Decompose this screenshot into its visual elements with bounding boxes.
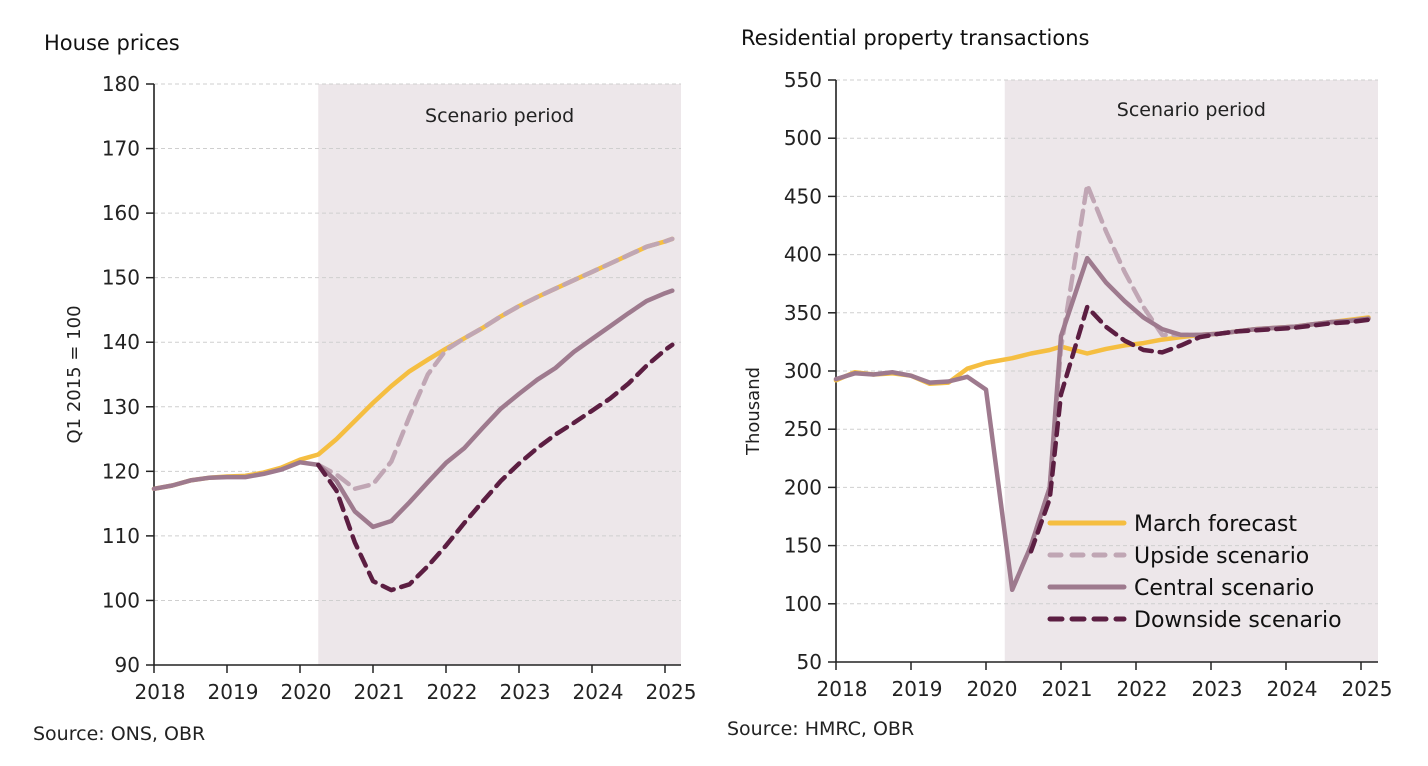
y-tick-label: 350 xyxy=(784,301,822,325)
legend-label-central: Central scenario xyxy=(1134,576,1314,601)
source-note: Source: ONS, OBR xyxy=(33,723,205,745)
house-prices-chart: House prices Scenario period 90 100 110 120 13… xyxy=(33,31,696,745)
series-line-central xyxy=(151,288,675,530)
series-line-upside xyxy=(316,236,675,492)
y-tick-label: 90 xyxy=(115,653,140,677)
legend: March forecast Upside scenario Central sce… xyxy=(1047,512,1342,633)
x-tick-label: 2025 xyxy=(1342,677,1393,701)
y-axis-label: Thousand xyxy=(743,367,764,456)
transactions-chart: Residential property transactions Scenari… xyxy=(727,26,1392,740)
y-tick-label: 160 xyxy=(102,201,140,225)
y-tick-label: 500 xyxy=(784,126,822,150)
series-line-downside xyxy=(1028,304,1371,554)
x-tick-label: 2023 xyxy=(500,680,551,704)
y-tick-label: 130 xyxy=(102,395,140,419)
y-tick-label: 150 xyxy=(102,266,140,290)
y-tick-label: 400 xyxy=(784,243,822,267)
y-tick-label: 120 xyxy=(102,459,140,483)
source-note: Source: HMRC, OBR xyxy=(727,718,914,740)
y-tick-label: 50 xyxy=(797,650,822,674)
chart-title: House prices xyxy=(44,31,180,55)
y-tick-label: 170 xyxy=(102,137,140,161)
y-tick-label: 100 xyxy=(784,592,822,616)
x-tick-label: 2018 xyxy=(817,677,868,701)
scenario-period-label: Scenario period xyxy=(425,105,574,127)
y-axis-label: Q1 2015 = 100 xyxy=(64,305,85,443)
y-tick-label: 150 xyxy=(784,534,822,558)
chart-title: Residential property transactions xyxy=(741,26,1090,50)
y-tick-label: 180 xyxy=(102,72,140,96)
x-tick-label: 2025 xyxy=(646,680,697,704)
x-tick-label: 2021 xyxy=(1042,677,1093,701)
x-tick-label: 2020 xyxy=(281,680,332,704)
x-tick-label: 2023 xyxy=(1192,677,1243,701)
x-tick-label: 2024 xyxy=(573,680,624,704)
legend-label-upside: Upside scenario xyxy=(1134,544,1309,569)
x-tick-label: 2019 xyxy=(208,680,259,704)
x-tick-label: 2018 xyxy=(135,680,186,704)
legend-label-downside: Downside scenario xyxy=(1134,608,1342,633)
y-tick-label: 300 xyxy=(784,359,822,383)
scenario-period-shading xyxy=(318,84,681,665)
y-tick-label: 450 xyxy=(784,184,822,208)
x-tick-label: 2024 xyxy=(1267,677,1318,701)
y-tick-label: 200 xyxy=(784,475,822,499)
series-line-downside xyxy=(316,342,675,593)
y-tick-label: 110 xyxy=(102,524,140,548)
y-tick-label: 550 xyxy=(784,68,822,92)
legend-label-march: March forecast xyxy=(1134,512,1297,537)
scenario-period-label: Scenario period xyxy=(1117,99,1266,121)
x-tick-label: 2022 xyxy=(427,680,478,704)
y-tick-label: 140 xyxy=(102,330,140,354)
x-tick-label: 2022 xyxy=(1117,677,1168,701)
x-tick-label: 2020 xyxy=(967,677,1018,701)
x-tick-label: 2019 xyxy=(892,677,943,701)
y-tick-label: 100 xyxy=(102,588,140,612)
x-tick-label: 2021 xyxy=(354,680,405,704)
y-tick-label: 250 xyxy=(784,417,822,441)
